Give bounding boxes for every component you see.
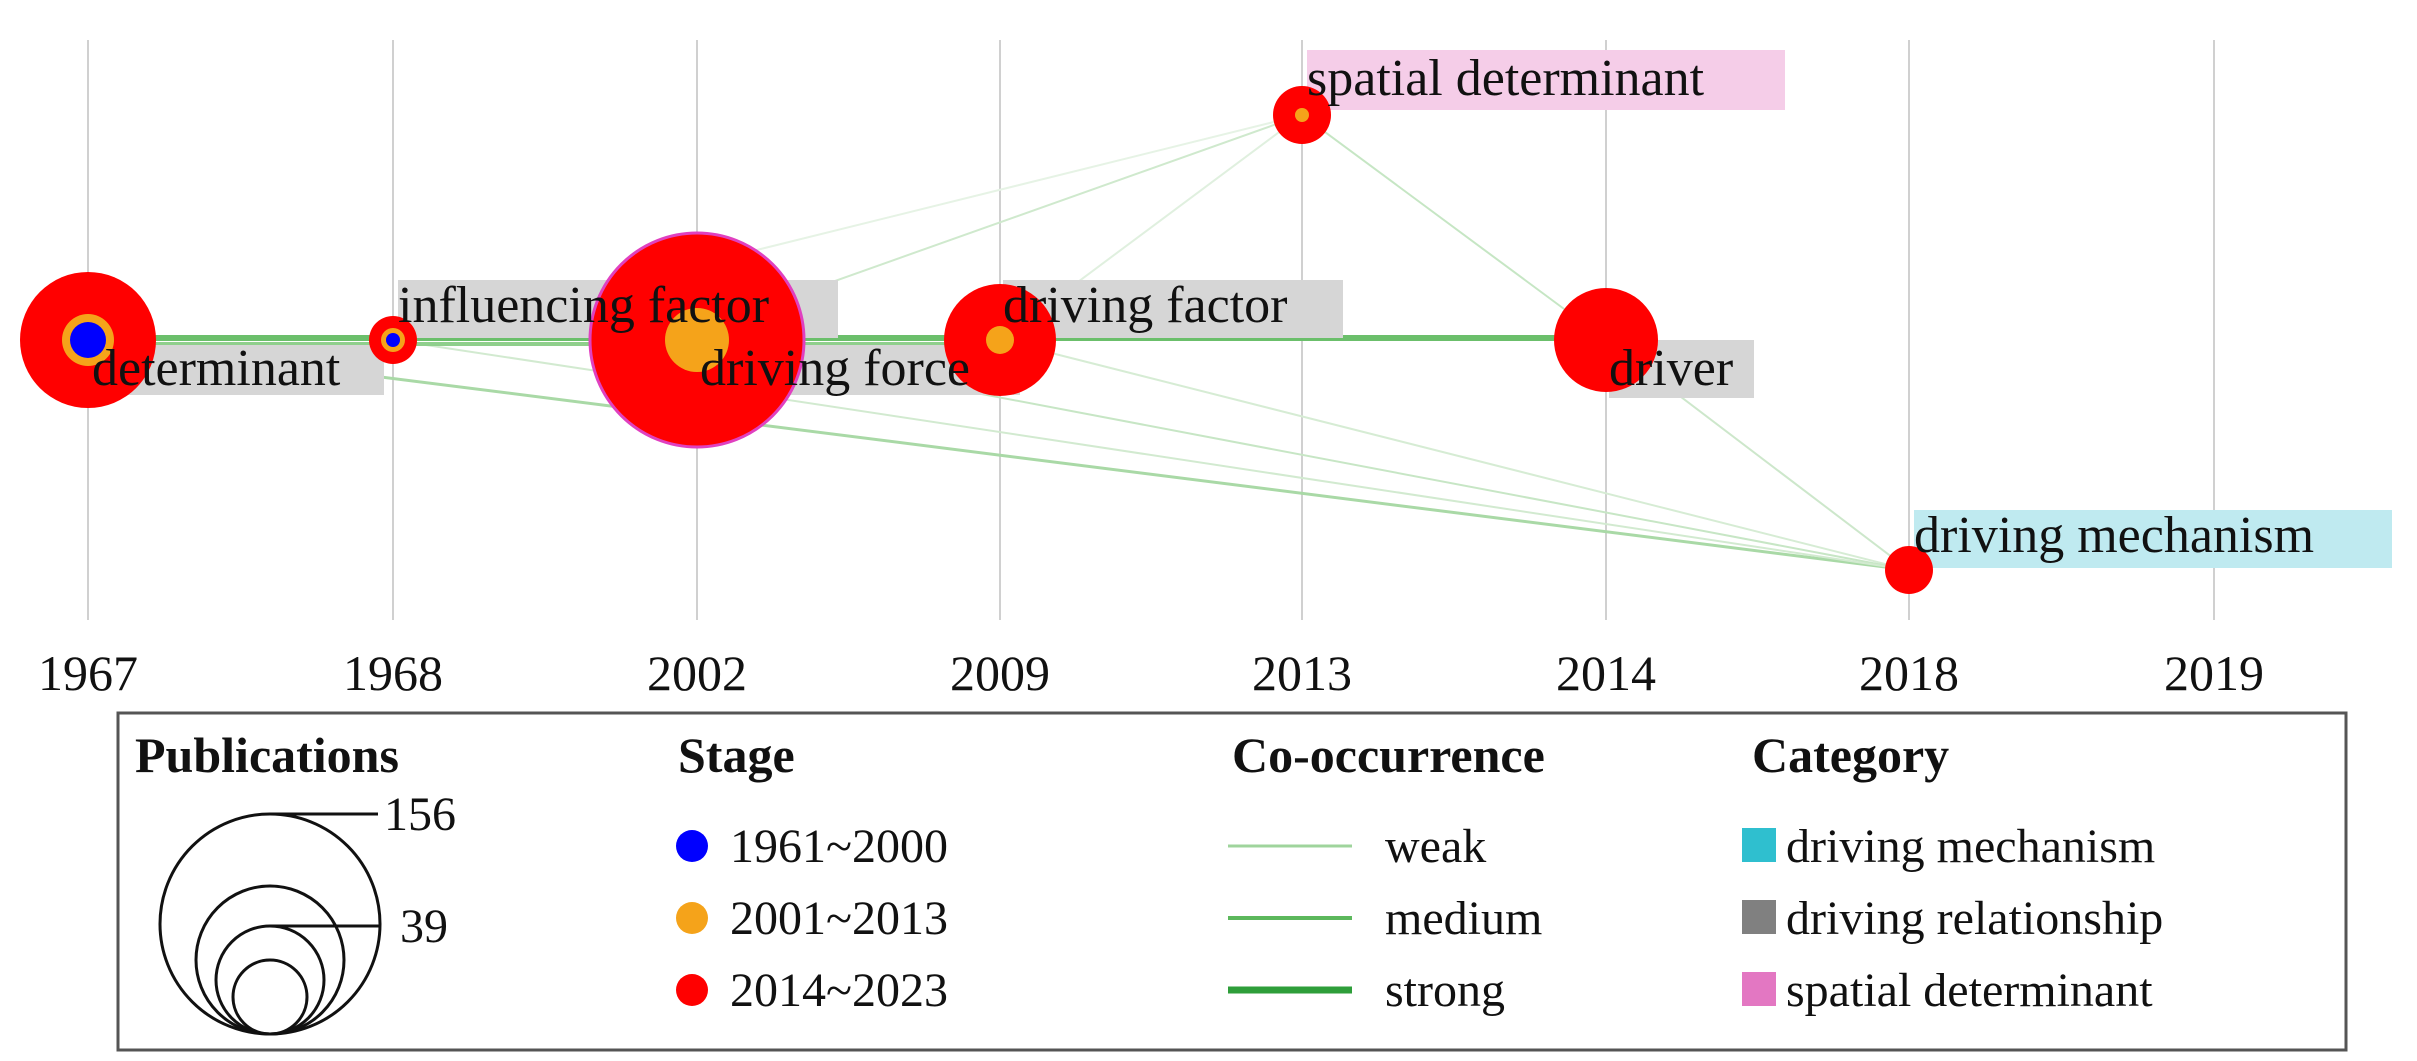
label-driving-factor: driving factor [1003, 277, 1287, 334]
link-weak [1301, 114, 1607, 341]
legend: Publications 156 39 Stage 1961~2000 2001… [116, 711, 2348, 1052]
cooccurrence-links [87, 114, 1910, 572]
legend-stage-title: Stage [678, 727, 795, 783]
node-driving-factor [944, 284, 1056, 396]
label-determinant: determinant [92, 340, 341, 397]
year-label: 2014 [1556, 645, 1656, 701]
stage-label: 2014~2023 [730, 964, 948, 1017]
year-label: 2019 [2164, 645, 2264, 701]
node-driving-mechanism [1885, 546, 1933, 594]
label-influencing-factor: influencing factor [398, 277, 769, 334]
link-medium [87, 338, 1910, 572]
stage-label: 2001~2013 [730, 892, 948, 945]
label-driving-mechanism: driving mechanism [1914, 507, 2314, 564]
year-label: 1967 [38, 645, 138, 701]
keyword-labels: determinant influencing factor driving f… [92, 50, 2314, 564]
category-swatch [1742, 900, 1776, 934]
legend-category-title: Category [1752, 727, 1949, 783]
year-label: 2009 [950, 645, 1050, 701]
keyword-nodes [20, 86, 1933, 594]
link-weak [999, 339, 1910, 571]
stage-swatch [676, 974, 708, 1006]
cooccurrence-label: strong [1385, 964, 1505, 1017]
legend-publications-mid: 39 [400, 900, 448, 953]
legend-frame [116, 711, 2348, 1052]
year-axis: 1967 1968 2002 2009 2013 2014 2018 2019 [38, 645, 2264, 701]
legend-category: Category driving mechanism driving relat… [1742, 727, 2163, 1017]
year-label: 2018 [1859, 645, 1959, 701]
cooccurrence-label: medium [1385, 892, 1542, 945]
stage-label: 1961~2000 [730, 820, 948, 873]
label-spatial-determinant: spatial determinant [1307, 50, 1705, 107]
legend-publications: Publications 156 39 [135, 727, 456, 1036]
category-swatch [1742, 972, 1776, 1006]
legend-publications-title: Publications [135, 727, 399, 783]
node-influencing-factor [369, 316, 417, 364]
node-driver [1554, 288, 1658, 392]
legend-cooccurrence: Co-occurrence weak medium strong [1228, 727, 1545, 1017]
category-label: driving relationship [1786, 892, 2163, 945]
year-label: 1968 [343, 645, 443, 701]
node-driving-force [588, 231, 806, 449]
year-label: 2013 [1252, 645, 1352, 701]
legend-cooccurrence-title: Co-occurrence [1232, 727, 1545, 783]
label-driving-force: driving force [700, 340, 970, 397]
category-label: driving mechanism [1786, 820, 2155, 873]
category-swatch [1742, 828, 1776, 862]
cooccurrence-label: weak [1385, 820, 1486, 873]
legend-publications-max: 156 [384, 788, 456, 841]
category-label: spatial determinant [1786, 964, 2153, 1017]
stage-swatch [676, 902, 708, 934]
legend-stage: Stage 1961~2000 2001~2013 2014~2023 [676, 727, 948, 1017]
node-determinant [20, 272, 156, 408]
year-label: 2002 [647, 645, 747, 701]
node-spatial-determinant [1273, 86, 1331, 144]
stage-swatch [676, 830, 708, 862]
label-driver: driver [1609, 340, 1733, 397]
